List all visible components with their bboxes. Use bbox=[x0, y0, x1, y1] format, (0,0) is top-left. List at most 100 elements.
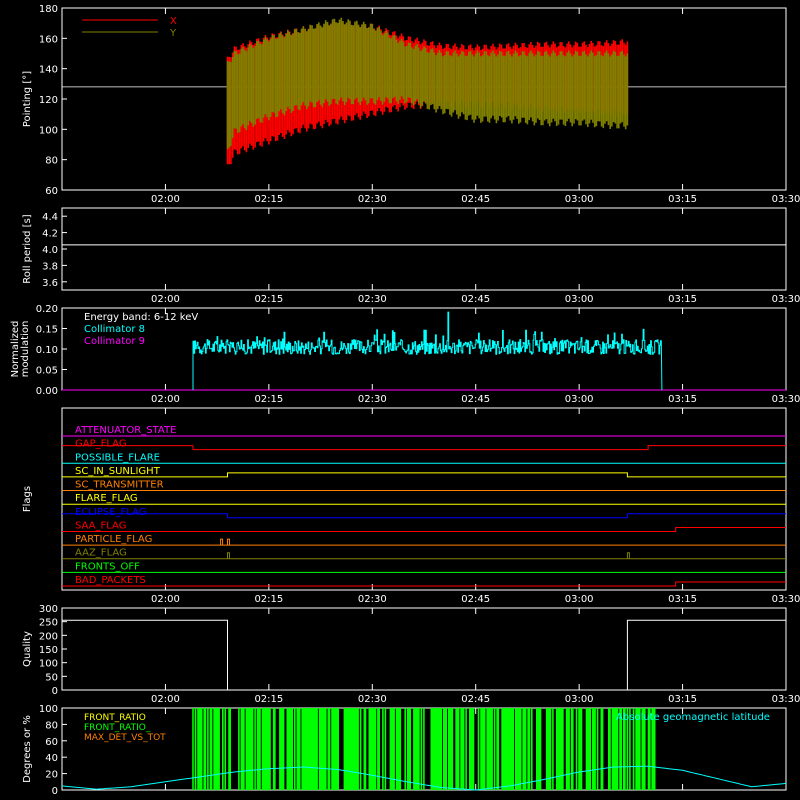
quality-ytick-label: 100 bbox=[39, 659, 58, 670]
flag-spike-aaz-flag bbox=[626, 552, 630, 559]
flags-xtick-label: 03:30 bbox=[772, 594, 800, 605]
quality-xtick-label: 02:45 bbox=[461, 694, 490, 705]
flag-label-gap-flag: GAP_FLAG bbox=[75, 439, 127, 450]
flag-label-eclipse-flag: ECLIPSE_FLAG bbox=[75, 507, 146, 518]
flag-line-eclipse-flag bbox=[62, 513, 786, 519]
roll-ytick-label: 3.6 bbox=[42, 278, 58, 289]
roll-xtick-label: 02:00 bbox=[151, 294, 180, 305]
flags-xtick-label: 02:15 bbox=[254, 594, 283, 605]
modulation-xtick-label: 02:45 bbox=[461, 394, 490, 405]
pointing-ylabel: Pointing [°] bbox=[22, 71, 33, 127]
pointing-ytick-label: 160 bbox=[39, 34, 58, 45]
flag-label-sc-transmitter: SC_TRANSMITTER bbox=[75, 480, 164, 491]
modulation-ylabel: modulation bbox=[20, 321, 31, 378]
flags-xtick-label: 02:45 bbox=[461, 594, 490, 605]
quality-xtick-label: 03:15 bbox=[668, 694, 697, 705]
quality-ytick-label: 0 bbox=[52, 686, 58, 697]
quality-ytick-label: 250 bbox=[39, 618, 58, 629]
roll-xtick-label: 02:45 bbox=[461, 294, 490, 305]
roll-frame bbox=[61, 207, 787, 291]
flags-xtick-label: 02:30 bbox=[358, 594, 387, 605]
modulation-xtick-label: 02:15 bbox=[254, 394, 283, 405]
quality-ytick-label: 150 bbox=[39, 645, 58, 656]
degrees-legend-label: FRONT_RATIO bbox=[84, 713, 146, 723]
quality-ytick-label: 200 bbox=[39, 631, 58, 642]
flag-line-sc-in-sunlight bbox=[62, 472, 786, 478]
degrees-series-geomagnetic-latitude bbox=[61, 765, 787, 791]
flag-label-aaz-flag: AAZ_FLAG bbox=[75, 548, 127, 559]
flags-xtick-label: 03:15 bbox=[668, 594, 697, 605]
flag-line-gap-flag bbox=[62, 445, 786, 451]
flag-spike-aaz-flag bbox=[226, 552, 230, 559]
modulation-xtick-label: 02:00 bbox=[151, 394, 180, 405]
roll-ytick-label: 4.4 bbox=[42, 212, 58, 223]
quality-ytick-label: 50 bbox=[45, 672, 58, 683]
pointing-legend-label: Y bbox=[169, 28, 177, 39]
degrees-legend-label: Absolute geomagnetic latitude bbox=[616, 712, 770, 723]
quality-series-line bbox=[62, 619, 786, 691]
degrees-legend-label: FRONT_RATIO_ bbox=[84, 723, 151, 733]
pointing-ytick-label: 140 bbox=[39, 65, 58, 76]
modulation-ytick-label: 0.05 bbox=[36, 366, 58, 377]
pointing-ytick-label: 120 bbox=[39, 95, 58, 106]
modulation-legend-label: Collimator 9 bbox=[84, 336, 145, 347]
roll-xtick-label: 03:00 bbox=[565, 294, 594, 305]
modulation-ytick-label: 0.15 bbox=[36, 325, 58, 336]
degrees-ytick-label: 40 bbox=[45, 753, 58, 764]
modulation-xtick-label: 02:30 bbox=[358, 394, 387, 405]
modulation-xtick-label: 03:00 bbox=[565, 394, 594, 405]
pointing-series-Y bbox=[226, 17, 629, 150]
flag-spike-particle-flag bbox=[220, 538, 224, 546]
pointing-ytick-label: 80 bbox=[45, 156, 58, 167]
pointing-xtick-label: 02:30 bbox=[358, 194, 387, 205]
flag-spike-particle-flag bbox=[226, 538, 230, 546]
roll-xtick-label: 02:15 bbox=[254, 294, 283, 305]
modulation-legend-label: Collimator 8 bbox=[84, 324, 145, 335]
flag-line-saa-flag bbox=[62, 527, 786, 532]
flags-xtick-label: 02:00 bbox=[151, 594, 180, 605]
roll-ytick-label: 4.2 bbox=[42, 229, 58, 240]
pointing-ytick-label: 180 bbox=[39, 4, 58, 15]
flags-ylabel: Flags bbox=[22, 486, 33, 512]
flag-label-sc-in-sunlight: SC_IN_SUNLIGHT bbox=[75, 466, 161, 477]
degrees-ylabel: Degrees or % bbox=[22, 715, 33, 783]
pointing-ytick-label: 60 bbox=[45, 186, 58, 197]
flag-label-flare-flag: FLARE_FLAG bbox=[75, 493, 138, 504]
pointing-legend-label: X bbox=[170, 16, 177, 27]
pointing-xtick-label: 03:00 bbox=[565, 194, 594, 205]
modulation-ytick-label: 0.10 bbox=[36, 345, 58, 356]
roll-xtick-label: 03:30 bbox=[772, 294, 800, 305]
flag-label-fronts-off: FRONTS_OFF bbox=[75, 561, 140, 572]
modulation-xtick-label: 03:30 bbox=[772, 394, 800, 405]
roll-ytick-label: 4.0 bbox=[42, 245, 58, 256]
pointing-xtick-label: 03:15 bbox=[668, 194, 697, 205]
roll-xtick-label: 02:30 bbox=[358, 294, 387, 305]
pointing-xtick-label: 03:30 bbox=[772, 194, 800, 205]
modulation-ytick-label: 0.20 bbox=[36, 304, 58, 315]
flags-xtick-label: 03:00 bbox=[565, 594, 594, 605]
degrees-ytick-label: 60 bbox=[45, 737, 58, 748]
flag-label-possible-flare: POSSIBLE_FLARE bbox=[75, 452, 160, 463]
roll-ylabel: Roll period [s] bbox=[22, 214, 33, 283]
quality-xtick-label: 03:00 bbox=[565, 694, 594, 705]
flags-frame bbox=[61, 407, 787, 591]
modulation-annotation: Energy band: 6-12 keV bbox=[84, 312, 198, 323]
degrees-series-front-ratio-bars bbox=[192, 708, 656, 790]
degrees-ytick-label: 100 bbox=[39, 704, 58, 715]
roll-xtick-label: 03:15 bbox=[668, 294, 697, 305]
flag-label-saa-flag: SAA_FLAG bbox=[75, 520, 126, 531]
pointing-xtick-label: 02:15 bbox=[254, 194, 283, 205]
flag-label-bad-packets: BAD_PACKETS bbox=[75, 575, 146, 586]
degrees-ytick-label: 80 bbox=[45, 720, 58, 731]
modulation-ytick-label: 0.00 bbox=[36, 386, 58, 397]
flag-label-attenuator-state: ATTENUATOR_STATE bbox=[75, 425, 176, 436]
flag-label-particle-flag: PARTICLE_FLAG bbox=[75, 534, 152, 545]
flag-line-bad-packets bbox=[62, 581, 786, 587]
pointing-ytick-label: 100 bbox=[39, 125, 58, 136]
quality-xtick-label: 02:30 bbox=[358, 694, 387, 705]
quality-ylabel: Quality bbox=[22, 631, 33, 667]
quality-xtick-label: 02:15 bbox=[254, 694, 283, 705]
modulation-series-collimator-8 bbox=[192, 311, 663, 391]
modulation-ylabel: Normalized bbox=[10, 321, 21, 378]
